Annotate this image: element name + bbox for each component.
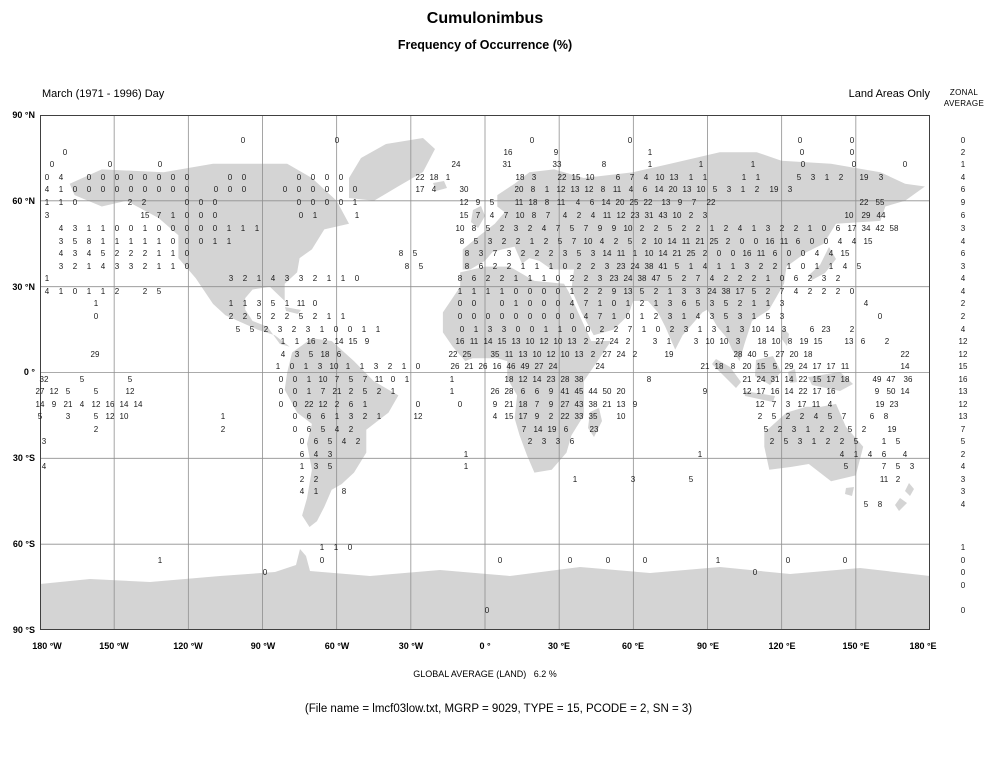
- longitude-axis-label: 180 °W: [32, 641, 62, 651]
- landmass-new-guinea: [808, 372, 853, 391]
- latitude-axis-label: 60 °N: [12, 196, 35, 206]
- coverage-label: Land Areas Only: [848, 88, 930, 100]
- zonal-average-value: 4: [960, 274, 966, 283]
- landmass-japan: [809, 247, 836, 280]
- zonal-average-value: 6: [960, 249, 966, 258]
- longitude-axis-label: 0 °: [479, 641, 491, 651]
- zonal-average-value: 5: [960, 437, 966, 446]
- zonal-average-value: 4: [960, 287, 966, 296]
- landmass-south-america: [284, 338, 399, 527]
- landmass-british-isles: [471, 206, 485, 228]
- longitude-axis-label: 60 °W: [324, 641, 350, 651]
- map-border: [40, 115, 930, 630]
- landmass-tasmania: [845, 487, 854, 496]
- longitude-axis-label: 90 °E: [696, 641, 720, 651]
- zonal-average-value: 7: [960, 425, 966, 434]
- zonal-average-value: 15: [958, 362, 968, 371]
- landmass-eurasia: [462, 152, 925, 362]
- longitude-axis-label: 180 °E: [909, 641, 937, 651]
- zonal-average-value: 0: [960, 568, 966, 577]
- zonal-average-value: 16: [958, 375, 968, 384]
- zonal-average-value: 0: [960, 136, 966, 145]
- world-map-svg: [40, 115, 930, 630]
- landmass-greenland: [349, 138, 435, 201]
- latitude-axis-label: 30 °N: [12, 282, 35, 292]
- landmass-new-zealand-north: [905, 483, 914, 496]
- landmass-madagascar: [588, 408, 602, 437]
- zonal-average-value: 6: [960, 211, 966, 220]
- zonal-average-value: 4: [960, 325, 966, 334]
- figure-title: Cumulonimbus: [426, 10, 544, 27]
- landmass-sulawesi: [788, 369, 797, 383]
- latitude-axis-label: 30 °S: [12, 453, 35, 463]
- landmass-sumatra: [712, 359, 741, 388]
- landmass-new-zealand-south: [895, 498, 907, 511]
- longitude-axis-label: 90 °W: [250, 641, 276, 651]
- zonal-average-value: 3: [960, 262, 966, 271]
- landmass-australia: [764, 403, 864, 482]
- zonal-average-value: 12: [958, 337, 968, 346]
- period-label: March (1971 - 1996) Day: [42, 88, 165, 100]
- zonal-average-value: 4: [960, 462, 966, 471]
- zonal-average-value: 12: [958, 350, 968, 359]
- file-info-label: (File name = lmcf03low.txt, MGRP = 9029,…: [304, 703, 693, 715]
- latitude-axis-label: 90 °N: [12, 110, 35, 120]
- global-average-label: GLOBAL AVERAGE (LAND) 6.2 %: [413, 669, 557, 679]
- landmass-iceland: [433, 181, 447, 191]
- zonal-average-value: 2: [960, 148, 966, 157]
- zonal-average-header: ZONAL AVERAGE: [933, 87, 995, 109]
- landmass-borneo: [755, 356, 781, 385]
- zonal-average-value: 13: [958, 412, 968, 421]
- zonal-average-value: 4: [960, 173, 966, 182]
- landmass-java: [744, 391, 775, 402]
- longitude-axis-label: 120 °E: [768, 641, 796, 651]
- zonal-average-value: 9: [960, 198, 966, 207]
- figure-subtitle: Frequency of Occurrence (%): [397, 38, 573, 52]
- zonal-average-value: 3: [960, 224, 966, 233]
- longitude-axis-label: 120 °W: [173, 641, 203, 651]
- zonal-average-value: 4: [960, 237, 966, 246]
- zonal-average-value: 4: [960, 500, 966, 509]
- zonal-header-line2: AVERAGE: [943, 99, 985, 108]
- longitude-axis-label: 30 °W: [398, 641, 424, 651]
- landmass-cuba: [285, 307, 301, 314]
- zonal-average-value: 0: [960, 581, 966, 590]
- zonal-average-value: 13: [958, 387, 968, 396]
- longitude-axis-label: 150 °W: [99, 641, 129, 651]
- zonal-average-value: 1: [960, 160, 966, 169]
- zonal-average-value: 3: [960, 487, 966, 496]
- zonal-average-value: 6: [960, 185, 966, 194]
- zonal-average-value: 3: [960, 475, 966, 484]
- zonal-average-value: 0: [960, 556, 966, 565]
- longitude-axis-label: 150 °E: [842, 641, 870, 651]
- zonal-average-value: 2: [960, 450, 966, 459]
- longitude-axis-label: 30 °E: [547, 641, 571, 651]
- zonal-average-value: 0: [960, 606, 966, 615]
- zonal-header-line1: ZONAL: [949, 88, 979, 97]
- landmass-north-america: [69, 163, 349, 347]
- longitude-axis-label: 60 °E: [621, 641, 645, 651]
- zonal-average-value: 12: [958, 400, 968, 409]
- latitude-axis-label: 90 °S: [12, 625, 35, 635]
- zonal-average-value: 1: [960, 543, 966, 552]
- latitude-axis-label: 0 °: [23, 367, 35, 377]
- zonal-average-value: 2: [960, 312, 966, 321]
- latitude-axis-label: 60 °S: [12, 539, 35, 549]
- landmass-philippines: [781, 328, 789, 346]
- zonal-average-value: 2: [960, 299, 966, 308]
- map-gridlines: [40, 115, 930, 630]
- world-map: [40, 115, 930, 630]
